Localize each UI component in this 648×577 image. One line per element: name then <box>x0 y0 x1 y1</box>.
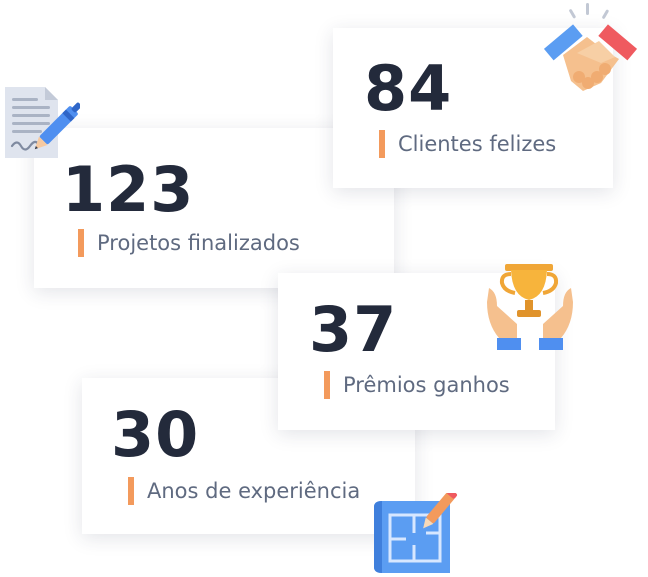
stat-number: 30 <box>111 398 200 471</box>
stat-card-clients: 84 Clientes felizes <box>333 28 613 188</box>
stat-number: 37 <box>309 293 398 366</box>
stat-label: Prêmios ganhos <box>324 371 510 399</box>
handshake-icon <box>541 1 639 97</box>
stat-number: 84 <box>364 52 453 125</box>
stat-label: Clientes felizes <box>379 130 556 158</box>
contract-icon <box>0 84 80 162</box>
trophy-icon <box>483 258 577 354</box>
blueprint-icon <box>370 493 458 577</box>
stat-number: 123 <box>62 153 195 226</box>
stat-card-experience: 30 Anos de experiência <box>82 378 415 534</box>
stat-label: Projetos finalizados <box>78 229 300 257</box>
stat-card-awards: 37 Prêmios ganhos <box>278 273 555 430</box>
stat-label: Anos de experiência <box>128 477 360 505</box>
